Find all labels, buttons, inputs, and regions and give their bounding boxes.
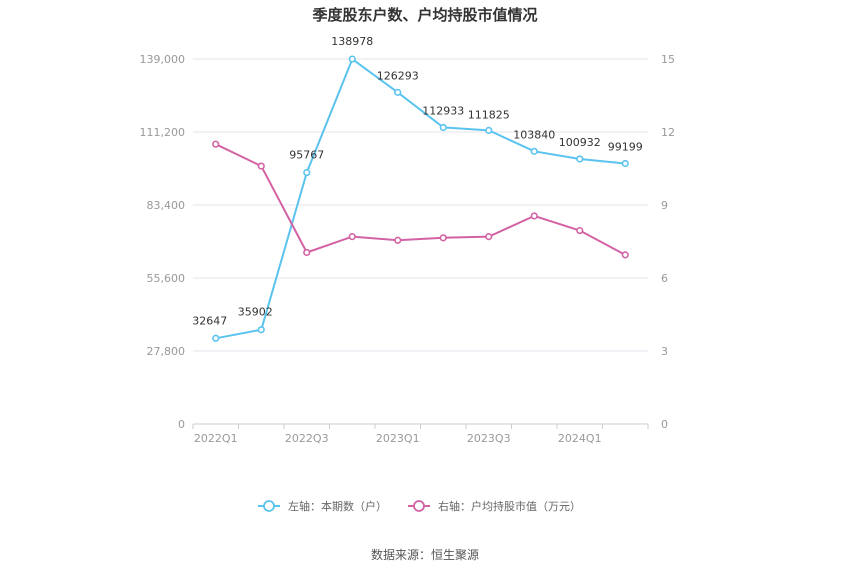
left-axis-ticks: 0 27,800 55,600 83,400 111,200 139,000 [140, 53, 186, 431]
data-point [257, 326, 265, 334]
data-label: 103840 [513, 128, 555, 141]
data-label: 95767 [289, 149, 324, 162]
left-tick-label: 55,600 [147, 272, 186, 285]
right-tick-label: 6 [661, 272, 668, 285]
data-point [212, 334, 220, 342]
series-line [215, 57, 626, 340]
data-label: 100932 [559, 136, 601, 149]
left-tick-label: 111,200 [140, 126, 186, 139]
data-point [485, 233, 493, 241]
x-tick-label: 2022Q1 [194, 432, 238, 445]
x-tick-label: 2024Q1 [558, 432, 602, 445]
left-tick-label: 139,000 [140, 53, 186, 66]
data-label: 112933 [422, 104, 464, 117]
data-point [530, 212, 538, 220]
data-point [212, 140, 220, 148]
data-label: 35902 [238, 306, 273, 319]
data-point [621, 251, 629, 259]
right-tick-label: 9 [661, 199, 668, 212]
right-tick-label: 3 [661, 345, 668, 358]
x-tick-label: 2023Q3 [467, 432, 511, 445]
data-label: 99199 [608, 141, 643, 154]
right-tick-label: 12 [661, 126, 675, 139]
data-label: 111825 [468, 108, 510, 121]
right-tick-label: 15 [661, 53, 675, 66]
data-point [530, 147, 538, 155]
data-label: 126293 [377, 69, 419, 82]
x-axis: 2022Q1 2022Q3 2023Q1 2023Q3 2024Q1 [192, 424, 649, 445]
series-line [215, 143, 626, 256]
data-point [348, 233, 356, 241]
data-point [485, 126, 493, 134]
data-point [257, 162, 265, 170]
data-point [348, 55, 356, 63]
left-tick-label: 27,800 [147, 345, 186, 358]
data-point [621, 159, 629, 168]
data-label: 138978 [331, 35, 373, 48]
legend-marker [263, 500, 275, 512]
x-tick-label: 2023Q1 [376, 432, 420, 445]
x-tick-label: 2022Q3 [285, 432, 329, 445]
left-tick-label: 83,400 [147, 199, 186, 212]
data-point [576, 226, 584, 235]
left-tick-label: 0 [178, 418, 185, 431]
legend-label: 左轴：本期数（户） [288, 499, 387, 513]
legend[interactable]: 左轴：本期数（户） 右轴：户均持股市值（万元） [258, 499, 581, 513]
legend-marker [413, 500, 425, 512]
series-points [212, 55, 629, 342]
chart-title: 季度股东户数、户均持股市值情况 [312, 6, 537, 24]
data-point [439, 123, 447, 132]
right-tick-label: 0 [661, 418, 668, 431]
data-point [394, 88, 402, 96]
data-point [303, 168, 311, 177]
grid-lines [193, 58, 648, 425]
series-lines [215, 57, 626, 340]
data-point [576, 155, 584, 163]
data-point [439, 234, 447, 242]
legend-label: 右轴：户均持股市值（万元） [438, 499, 581, 513]
right-axis-ticks: 0 3 6 9 12 15 [661, 53, 675, 431]
data-label: 32647 [192, 314, 227, 327]
source-note: 数据来源：恒生聚源 [371, 547, 479, 562]
data-point [303, 248, 311, 257]
data-point [394, 236, 402, 244]
